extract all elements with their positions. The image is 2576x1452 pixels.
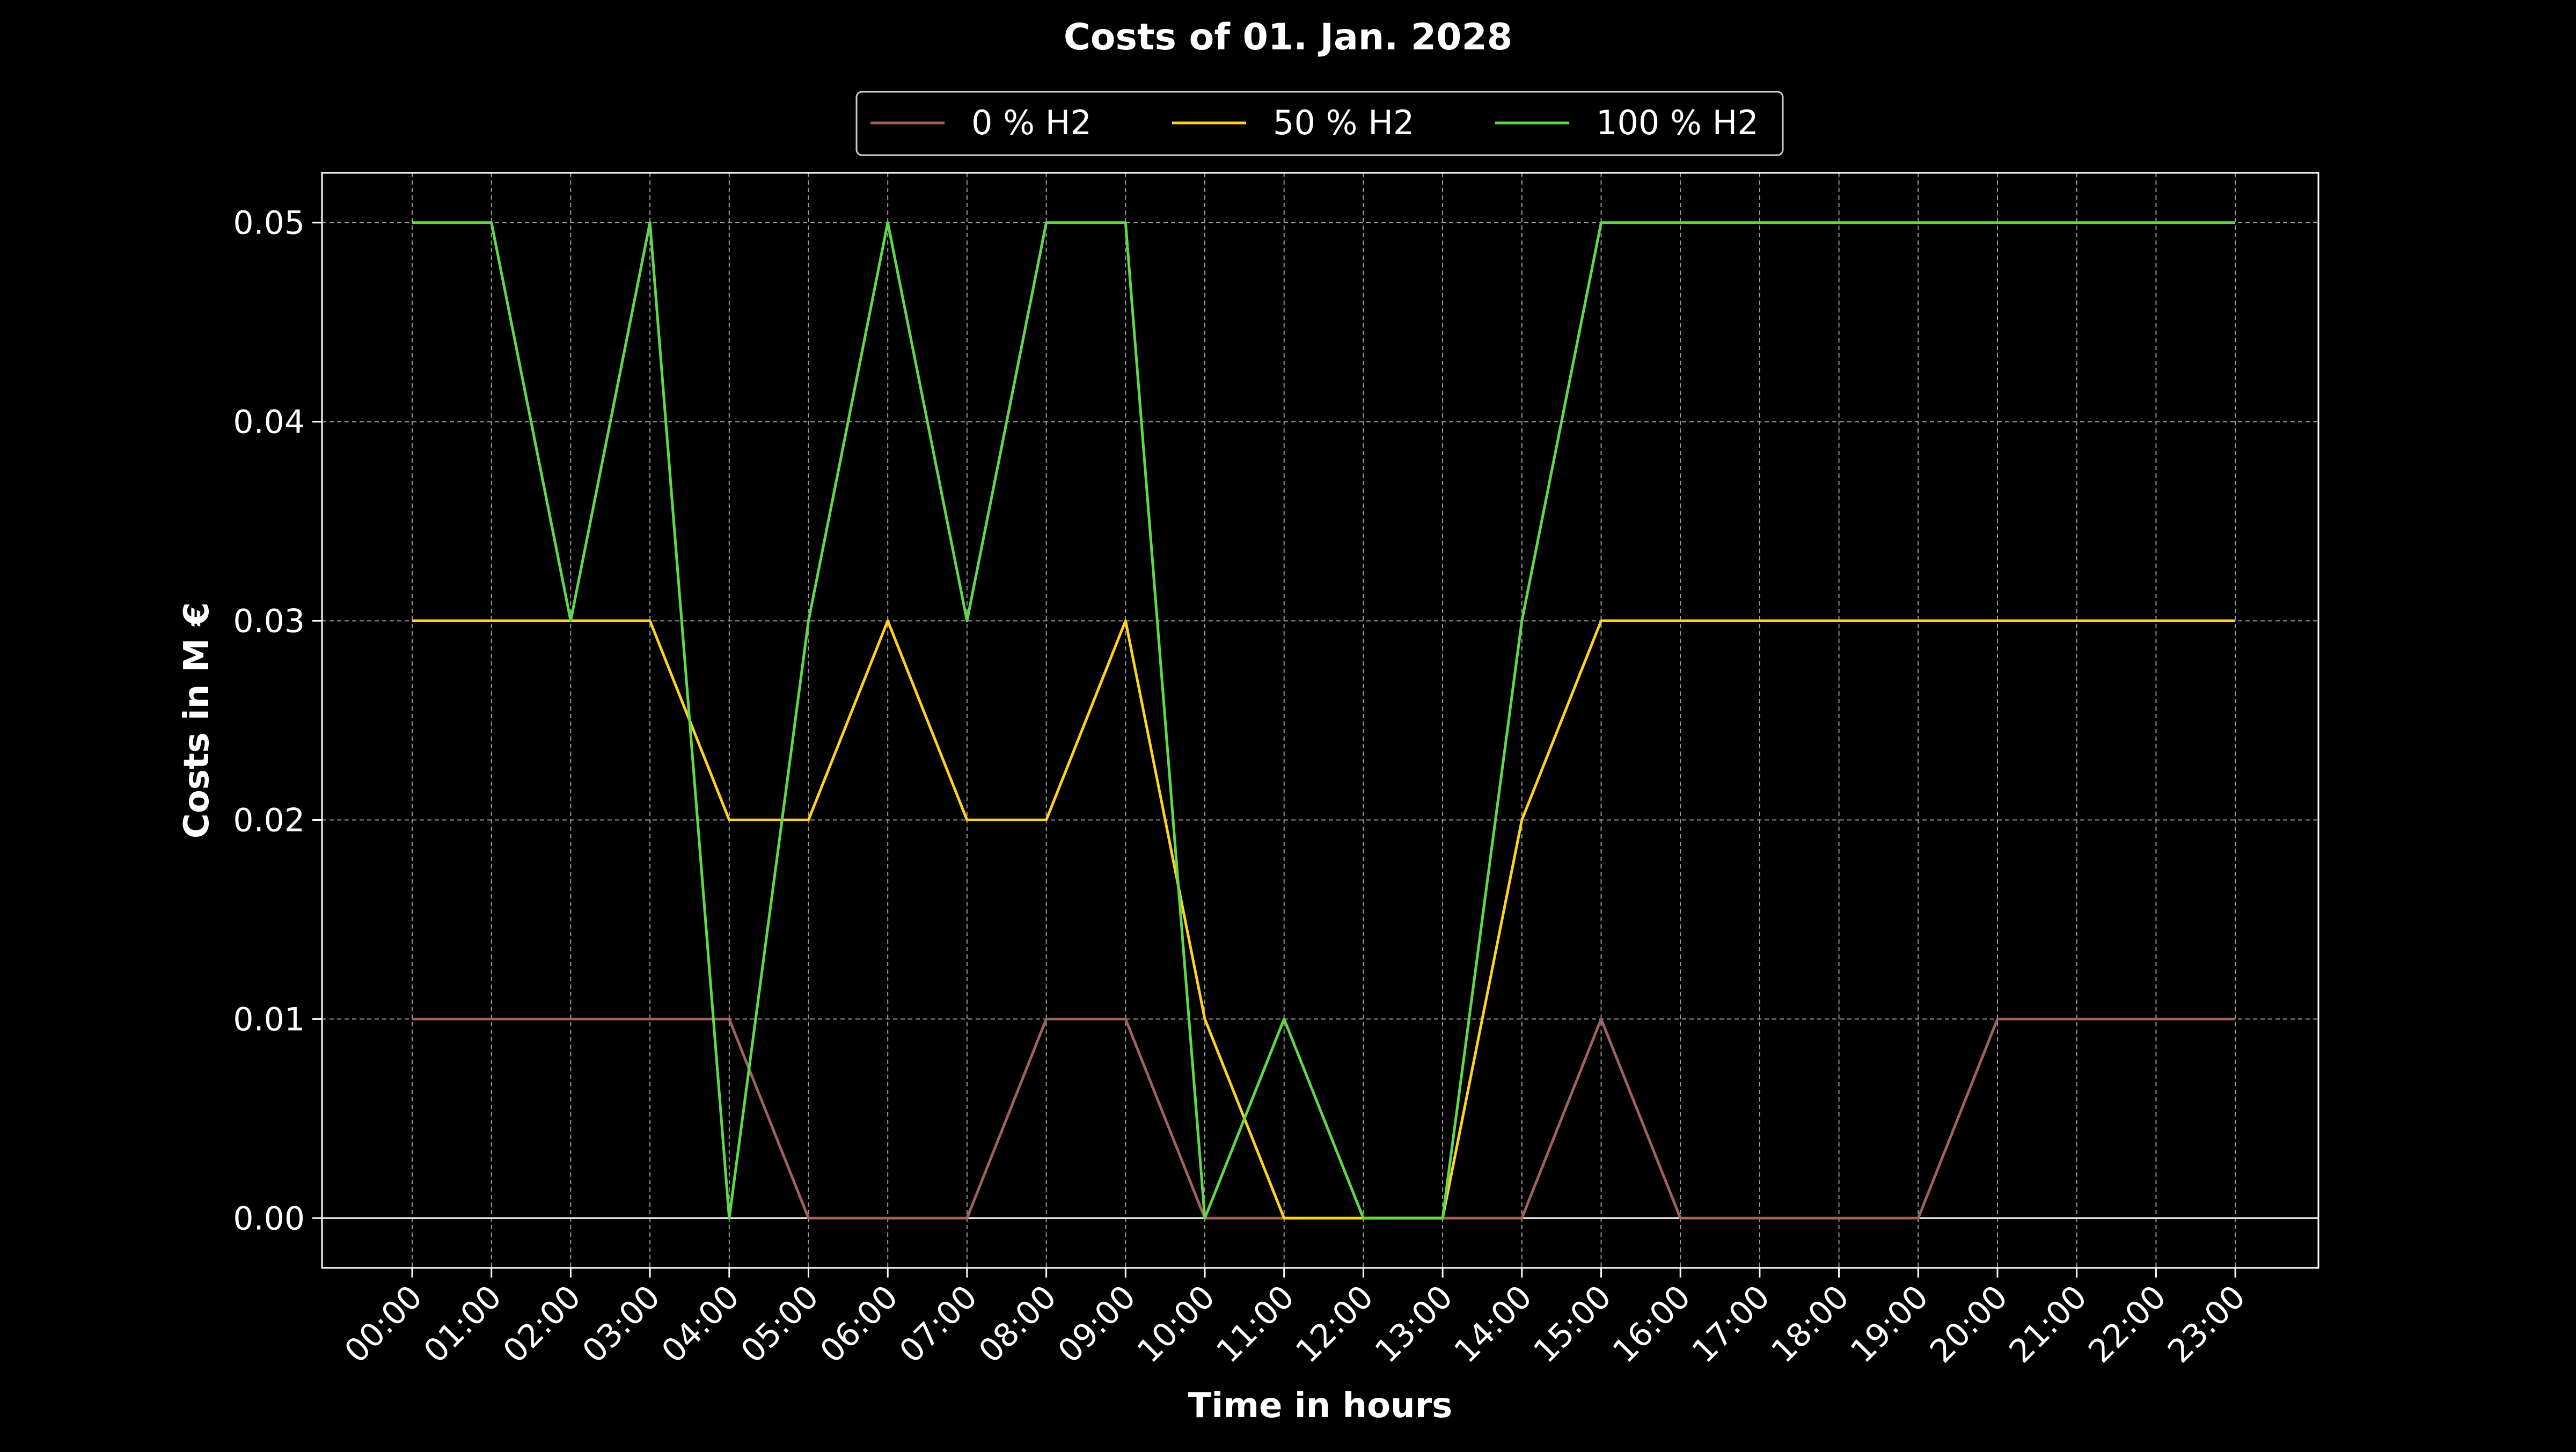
y-tick-label: 0.03: [233, 603, 305, 640]
y-tick-label: 0.04: [233, 404, 305, 441]
y-tick-label: 0.02: [233, 801, 305, 839]
series-line-2: [412, 221, 2236, 1220]
x-axis-label: Time in hours: [1188, 1386, 1453, 1426]
series-lines: [412, 221, 2236, 1220]
y-axis-label: Costs in M €: [177, 602, 217, 838]
grid: [322, 173, 2318, 1268]
chart-title: Costs of 01. Jan. 2028: [1064, 16, 1512, 59]
y-tick-label: 0.00: [233, 1200, 305, 1237]
plot-frame: [321, 172, 2319, 1269]
legend-label-1: 50 % H2: [1273, 103, 1414, 142]
series-line-1: [412, 619, 2236, 1220]
legend-box: [855, 91, 1784, 156]
y-axis-ticks: 0.00 0.01 0.02 0.03 0.04 0.05: [233, 205, 322, 1237]
legend: 0 % H2 50 % H2 100 % H2: [855, 91, 1784, 156]
y-tick-label: 0.05: [233, 205, 305, 242]
y-tick-label: 0.01: [233, 1001, 305, 1038]
legend-label-0: 0 % H2: [971, 103, 1092, 142]
legend-label-2: 100 % H2: [1596, 103, 1759, 142]
